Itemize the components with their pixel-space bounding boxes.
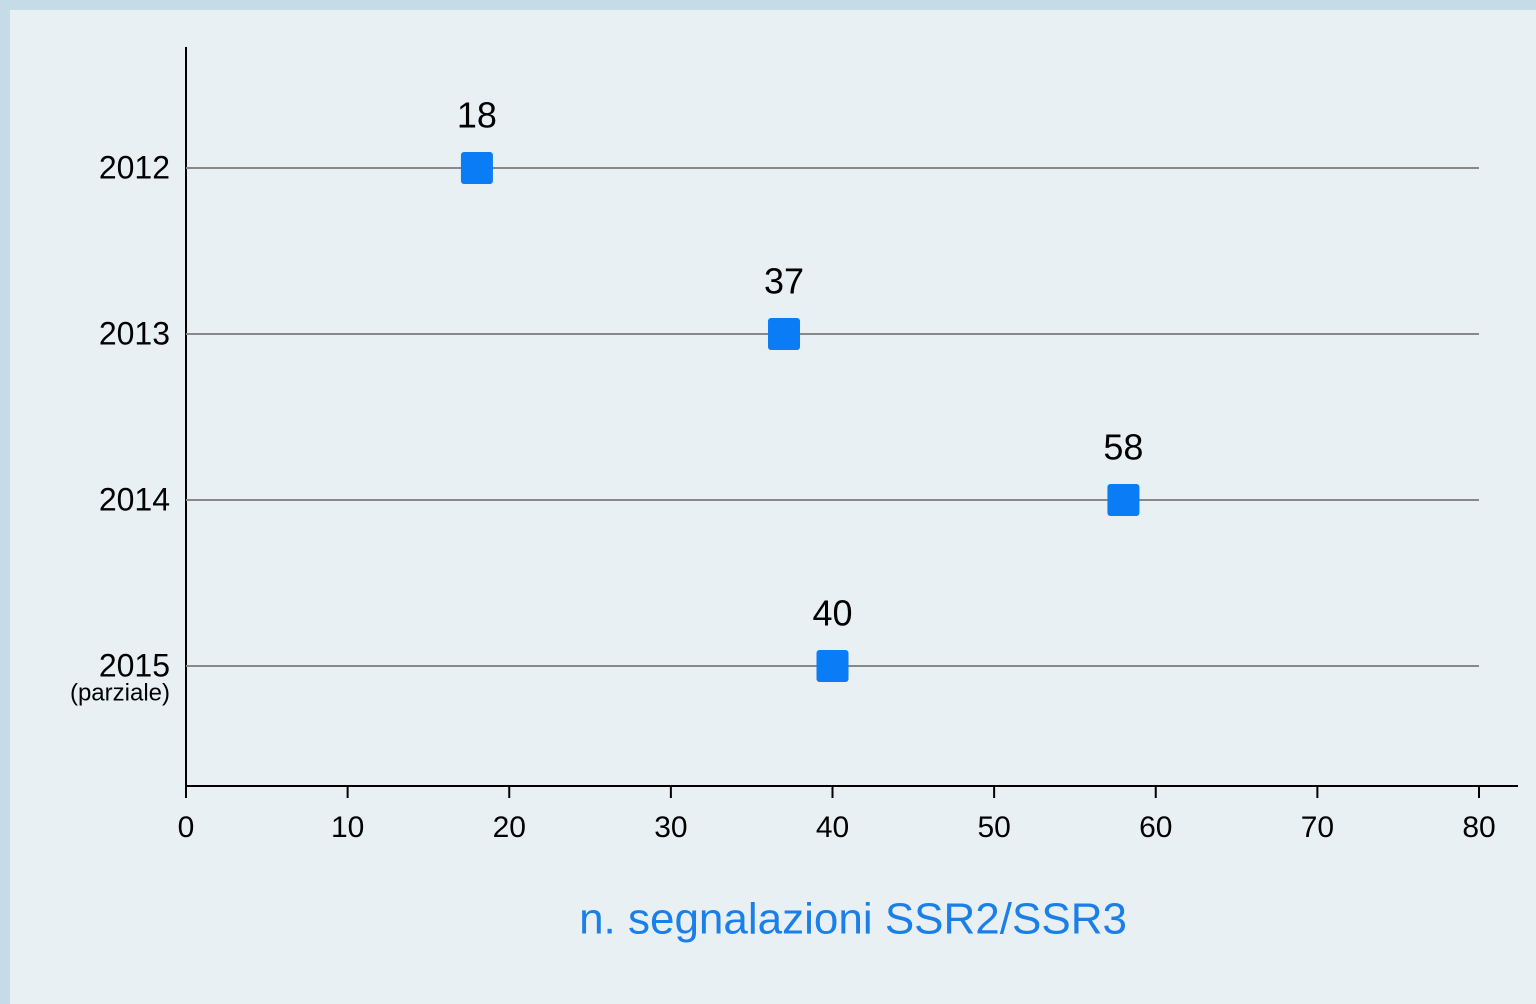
data-label: 18	[457, 95, 497, 136]
x-axis-label: n. segnalazioni SSR2/SSR3	[579, 895, 1127, 944]
y-tick-label: 2012	[99, 149, 170, 185]
x-tick-label: 20	[493, 811, 526, 844]
background	[10, 10, 1536, 1004]
data-label: 40	[812, 593, 852, 634]
x-tick-label: 70	[1301, 811, 1334, 844]
y-tick-label: 2013	[99, 315, 170, 351]
data-label: 37	[764, 261, 804, 302]
annotation: (parziale)	[70, 679, 170, 706]
y-tick-label: 2014	[99, 481, 170, 517]
x-tick-label: 50	[977, 811, 1010, 844]
x-tick-label: 80	[1462, 811, 1495, 844]
marker	[816, 650, 849, 682]
marker	[1107, 484, 1140, 516]
x-tick-label: 30	[654, 811, 687, 844]
y-tick-label: 2015	[99, 647, 170, 683]
x-tick-label: 60	[1139, 811, 1172, 844]
marker	[460, 152, 493, 184]
x-tick-label: 0	[178, 811, 195, 844]
marker	[768, 318, 801, 350]
x-tick-label: 10	[331, 811, 364, 844]
data-label: 58	[1103, 427, 1143, 468]
x-tick-label: 40	[816, 811, 849, 844]
